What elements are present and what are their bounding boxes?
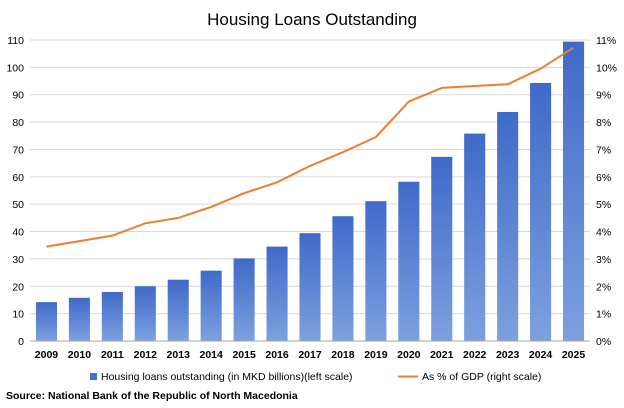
y-right-tick-label: 0%	[596, 336, 611, 348]
grid-lines	[30, 39, 590, 315]
bar	[266, 246, 288, 341]
x-tick-label: 2012	[134, 349, 158, 361]
x-tick-label: 2016	[265, 349, 289, 361]
bar	[530, 82, 552, 341]
x-tick-label: 2022	[463, 349, 487, 361]
x-tick-label: 2014	[199, 349, 223, 361]
y-right-tick-label: 4%	[596, 227, 611, 239]
y-left-tick-label: 70	[12, 144, 24, 156]
y-left-tick-label: 80	[12, 117, 24, 129]
x-tick-label: 2023	[496, 349, 520, 361]
y-right-tick-label: 11%	[596, 35, 616, 47]
bar	[497, 111, 519, 341]
x-tick-label: 2019	[364, 349, 388, 361]
line-series	[46, 46, 575, 248]
bar	[167, 279, 189, 341]
y-left-tick-label: 30	[12, 254, 24, 266]
bar	[134, 286, 156, 341]
bar	[299, 233, 321, 341]
y-right-tick-label: 3%	[596, 254, 611, 266]
x-tick-label: 2009	[35, 349, 59, 361]
y-right-tick-label: 5%	[596, 199, 611, 211]
right-axis-ticks: 0% 1% 2% 3% 4% 5% 6% 7% 8% 9% 10% 11%	[596, 35, 617, 348]
y-right-tick-label: 10%	[596, 62, 617, 74]
y-right-tick-label: 6%	[596, 172, 611, 184]
bar-series	[35, 41, 585, 342]
y-left-tick-label: 10	[12, 309, 24, 321]
gdp-share-line	[46, 46, 575, 248]
x-tick-label: 2010	[68, 349, 92, 361]
legend-line-label: As % of GDP (right scale)	[422, 371, 541, 383]
chart-title: Housing Loans Outstanding	[207, 10, 417, 29]
x-tick-label: 2024	[529, 349, 553, 361]
y-left-tick-label: 50	[12, 199, 24, 211]
y-left-tick-label: 100	[6, 62, 24, 74]
x-tick-label: 2020	[397, 349, 421, 361]
bar	[431, 156, 453, 341]
y-left-tick-label: 40	[12, 227, 24, 239]
y-right-tick-label: 7%	[596, 144, 611, 156]
x-tick-label: 2015	[232, 349, 256, 361]
x-axis-ticks: 2009 2010 2011 2012 2013 2014 2015 2016 2017 2018…	[35, 349, 586, 361]
legend: Housing loans outstanding (in MKD billio…	[90, 371, 541, 383]
bar	[35, 302, 58, 341]
y-left-tick-label: 60	[12, 172, 24, 184]
y-right-tick-label: 2%	[596, 281, 611, 293]
x-tick-label: 2018	[331, 349, 355, 361]
x-tick-label: 2011	[101, 349, 124, 361]
bar	[365, 201, 387, 341]
y-left-tick-label: 20	[12, 281, 24, 293]
bar	[233, 258, 255, 341]
left-axis-ticks: 0 10 20 30 40 50 60 70 80 90 100 110	[6, 35, 24, 348]
legend-bar-swatch	[90, 373, 97, 380]
bar	[464, 133, 486, 341]
x-tick-label: 2017	[298, 349, 322, 361]
x-tick-label: 2013	[167, 349, 191, 361]
y-left-tick-label: 90	[12, 90, 24, 102]
bar	[398, 181, 420, 341]
bar	[101, 292, 123, 341]
y-right-tick-label: 9%	[596, 90, 611, 102]
y-left-tick-label: 0	[18, 336, 24, 348]
bar	[332, 216, 354, 341]
bar	[200, 270, 222, 341]
y-right-tick-label: 1%	[596, 309, 611, 321]
x-tick-label: 2021	[430, 349, 454, 361]
source-note: Source: National Bank of the Republic of…	[6, 390, 298, 402]
x-tick-label: 2025	[562, 349, 586, 361]
legend-bar-label: Housing loans outstanding (in MKD billio…	[101, 371, 353, 383]
bar	[562, 41, 585, 342]
y-left-tick-label: 110	[7, 35, 24, 47]
y-right-tick-label: 8%	[596, 117, 611, 129]
bar	[68, 297, 90, 341]
